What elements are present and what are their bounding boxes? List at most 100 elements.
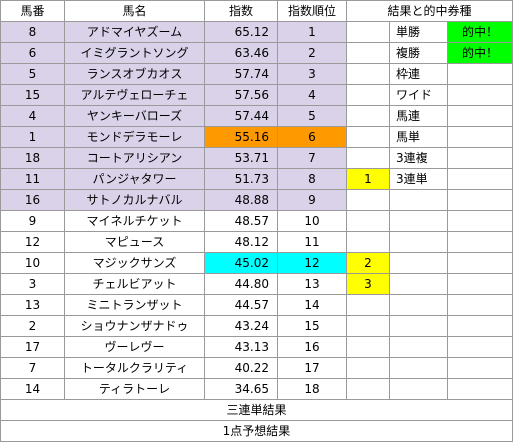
cell-finish-place: [346, 294, 390, 316]
cell-shisu: 43.24: [204, 315, 278, 337]
cell-hit: [447, 84, 513, 106]
cell-umaban: 9: [0, 210, 65, 232]
cell-umaban: 4: [0, 105, 65, 127]
cell-bamei: ミニトランザット: [64, 294, 205, 316]
cell-bet-type: 複勝: [389, 42, 448, 64]
footer-ichiten-row: 1点予想結果: [0, 420, 513, 442]
cell-juni: 2: [277, 42, 347, 64]
cell-juni: 3: [277, 63, 347, 85]
cell-shisu: 43.13: [204, 336, 278, 358]
cell-bamei: アドマイヤズーム: [64, 21, 205, 43]
cell-hit: [447, 126, 513, 148]
cell-bet-type: 単勝: [389, 21, 448, 43]
cell-bamei: アルテヴェローチェ: [64, 84, 205, 106]
cell-bet-type: 枠連: [389, 63, 448, 85]
cell-juni: 7: [277, 147, 347, 169]
cell-juni: 4: [277, 84, 347, 106]
cell-umaban: 13: [0, 294, 65, 316]
cell-hit: [447, 189, 513, 211]
cell-hit: [447, 168, 513, 190]
cell-umaban: 11: [0, 168, 65, 190]
table-row: 4 ヤンキーバローズ 57.44 5 馬連: [0, 105, 513, 127]
cell-hit: [447, 231, 513, 253]
table-row: 1 モンドデラモーレ 55.16 6 馬単: [0, 126, 513, 148]
cell-hit: [447, 357, 513, 379]
cell-finish-place: [346, 315, 390, 337]
cell-finish-place: [346, 378, 390, 400]
header-bamei: 馬名: [64, 0, 205, 22]
table-row: 18 コートアリシアン 53.71 7 3連複: [0, 147, 513, 169]
table-row: 5 ランスオブカオス 57.74 3 枠連: [0, 63, 513, 85]
cell-bet-type: [389, 315, 448, 337]
header-row: 馬番 馬名 指数 指数順位 結果と的中券種: [0, 0, 513, 22]
cell-bet-type: [389, 210, 448, 232]
table-row: 10 マジックサンズ 45.02 12 2: [0, 252, 513, 274]
cell-shisu: 44.57: [204, 294, 278, 316]
cell-umaban: 15: [0, 84, 65, 106]
cell-juni: 14: [277, 294, 347, 316]
table-row: 9 マイネルチケット 48.57 10: [0, 210, 513, 232]
cell-finish-place: [346, 105, 390, 127]
cell-juni: 6: [277, 126, 347, 148]
cell-bet-type: [389, 294, 448, 316]
cell-bamei: ティラトーレ: [64, 378, 205, 400]
cell-umaban: 6: [0, 42, 65, 64]
cell-hit: [447, 210, 513, 232]
cell-juni: 17: [277, 357, 347, 379]
cell-bamei: ヤンキーバローズ: [64, 105, 205, 127]
cell-hit: [447, 315, 513, 337]
cell-shisu: 48.88: [204, 189, 278, 211]
cell-finish-place: [346, 231, 390, 253]
cell-bet-type: [389, 357, 448, 379]
cell-juni: 15: [277, 315, 347, 337]
cell-bamei: マジックサンズ: [64, 252, 205, 274]
cell-hit: [447, 252, 513, 274]
table-row: 14 ティラトーレ 34.65 18: [0, 378, 513, 400]
cell-umaban: 12: [0, 231, 65, 253]
table-row: 6 イミグラントソング 63.46 2 複勝 的中！: [0, 42, 513, 64]
cell-bet-type: 3連単: [389, 168, 448, 190]
cell-bet-type: ワイド: [389, 84, 448, 106]
cell-hit: [447, 147, 513, 169]
cell-shisu: 45.02: [204, 252, 278, 274]
cell-finish-place: [346, 357, 390, 379]
cell-bamei: チェルビアット: [64, 273, 205, 295]
table-row: 11 パンジャタワー 51.73 8 1 3連単: [0, 168, 513, 190]
cell-shisu: 57.74: [204, 63, 278, 85]
cell-finish-place: 1: [346, 168, 390, 190]
cell-shisu: 55.16: [204, 126, 278, 148]
cell-hit: 的中！: [447, 21, 513, 43]
cell-shisu: 53.71: [204, 147, 278, 169]
cell-umaban: 2: [0, 315, 65, 337]
footer-ichiten: 1点予想結果: [0, 420, 513, 442]
table-row: 3 チェルビアット 44.80 13 3: [0, 273, 513, 295]
cell-hit: [447, 63, 513, 85]
table-row: 15 アルテヴェローチェ 57.56 4 ワイド: [0, 84, 513, 106]
header-shisu: 指数: [204, 0, 278, 22]
table-row: 12 マピュース 48.12 11: [0, 231, 513, 253]
cell-finish-place: [346, 63, 390, 85]
cell-juni: 9: [277, 189, 347, 211]
cell-finish-place: [346, 336, 390, 358]
cell-finish-place: [346, 21, 390, 43]
cell-shisu: 34.65: [204, 378, 278, 400]
cell-bamei: ヴーレヴー: [64, 336, 205, 358]
cell-bet-type: 馬単: [389, 126, 448, 148]
cell-umaban: 8: [0, 21, 65, 43]
cell-hit: [447, 336, 513, 358]
cell-hit: [447, 273, 513, 295]
cell-bamei: パンジャタワー: [64, 168, 205, 190]
cell-bamei: コートアリシアン: [64, 147, 205, 169]
cell-hit: [447, 294, 513, 316]
cell-juni: 1: [277, 21, 347, 43]
cell-finish-place: 3: [346, 273, 390, 295]
cell-finish-place: 2: [346, 252, 390, 274]
cell-umaban: 18: [0, 147, 65, 169]
cell-bet-type: 馬連: [389, 105, 448, 127]
cell-bamei: ショウナンザナドゥ: [64, 315, 205, 337]
header-kekka: 結果と的中券種: [346, 0, 513, 22]
cell-finish-place: [346, 147, 390, 169]
cell-shisu: 57.44: [204, 105, 278, 127]
table-row: 7 トータルクラリティ 40.22 17: [0, 357, 513, 379]
cell-umaban: 14: [0, 378, 65, 400]
